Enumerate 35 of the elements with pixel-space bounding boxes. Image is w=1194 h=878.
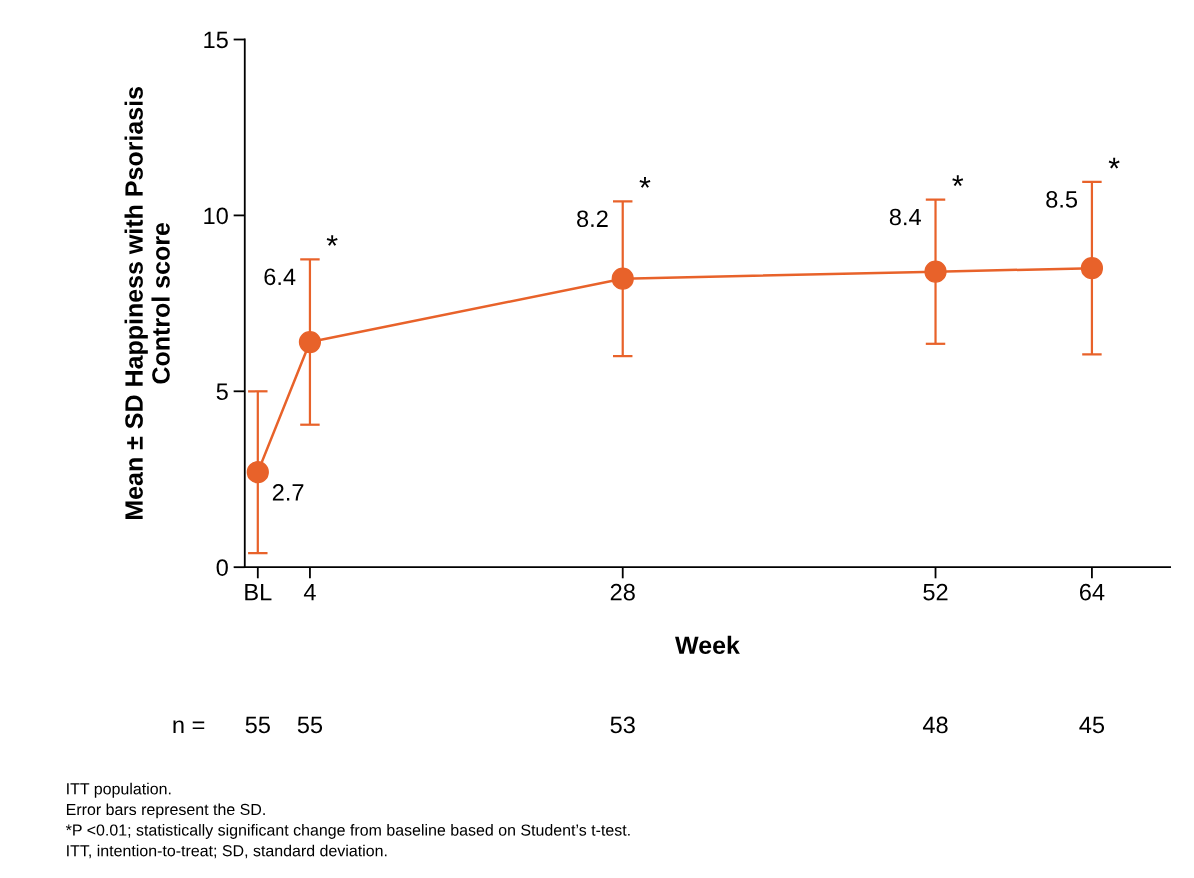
- data-label: 6.4: [264, 268, 296, 286]
- text: ITT population.: [67, 782, 171, 798]
- point: [298, 330, 322, 354]
- annotation: *: [1108, 157, 1120, 169]
- text: ITT, intention-to-treat; SD, standard deviation.: [67, 844, 387, 859]
- y-axis-title: Mean ± SD Happiness with Psoriasis Control score: [124, 87, 170, 520]
- data-label: 2.7: [272, 484, 304, 501]
- annotation: *: [326, 235, 338, 246]
- y-tick-label: 10: [204, 207, 228, 225]
- point: [1080, 257, 1104, 280]
- point: [611, 267, 634, 290]
- point: [924, 260, 947, 283]
- x-tick-label: BL: [245, 584, 272, 601]
- annotation: *: [639, 177, 651, 188]
- data-label: 8.5: [1046, 191, 1078, 208]
- y-tick-label: 0: [216, 559, 228, 576]
- text: 45: [1079, 716, 1105, 734]
- data-label: 8.4: [889, 208, 921, 226]
- y-tick-label: 5: [216, 383, 228, 401]
- annotation: *: [952, 175, 964, 187]
- text: *P <0.01; statistically significant change from baseline based on Student’s t-test.: [65, 824, 630, 839]
- data-label: 8.2: [577, 210, 608, 228]
- x-axis-title: Week: [675, 635, 740, 655]
- x-tick-label: 64: [1079, 583, 1105, 601]
- text: 48: [922, 716, 948, 734]
- text: 53: [610, 716, 635, 734]
- x-tick-label: 28: [610, 583, 635, 601]
- x-tick-label: 4: [303, 584, 316, 601]
- text: 55: [297, 716, 323, 734]
- text: n =: [173, 720, 205, 734]
- text: 55: [245, 716, 270, 734]
- y-tick-label: 15: [204, 31, 228, 49]
- text: Error bars represent the SD.: [66, 803, 265, 819]
- x-tick-label: 52: [923, 583, 948, 601]
- point: [246, 461, 269, 484]
